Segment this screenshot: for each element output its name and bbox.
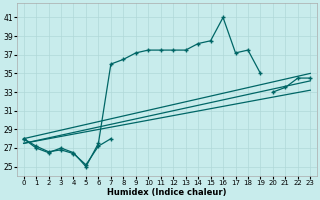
X-axis label: Humidex (Indice chaleur): Humidex (Indice chaleur) <box>107 188 227 197</box>
